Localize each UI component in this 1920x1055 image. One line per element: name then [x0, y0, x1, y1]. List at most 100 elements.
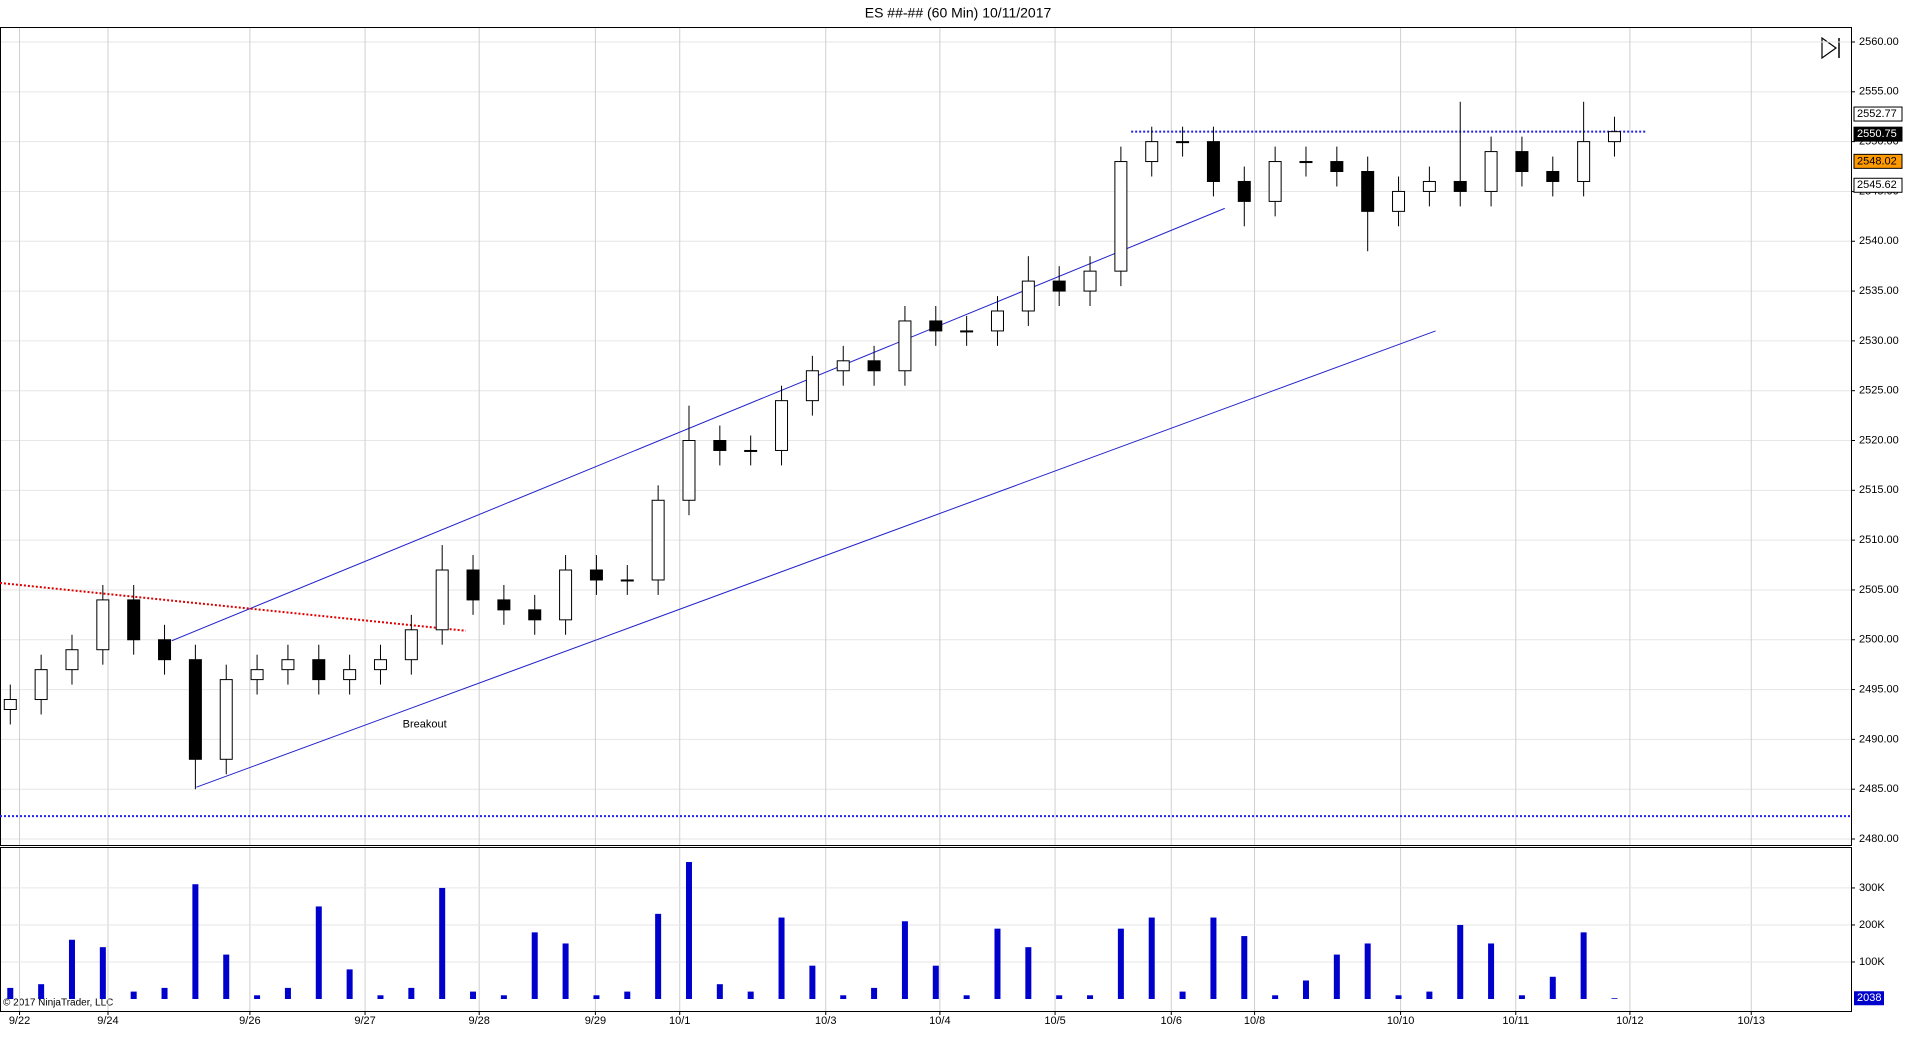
- candle-body: [990, 310, 1004, 332]
- candle-body: [836, 360, 850, 372]
- volume-bar: [284, 987, 291, 999]
- volume-bar: [38, 984, 45, 999]
- play-icon[interactable]: [1821, 36, 1838, 60]
- volume-marker-label: 2038: [1857, 992, 1881, 1004]
- volume-bar: [1148, 917, 1155, 999]
- x-tick-label: 9/24: [97, 1015, 118, 1027]
- volume-bar: [1210, 917, 1217, 999]
- volume-bar: [408, 987, 415, 999]
- candle-body: [34, 669, 48, 701]
- price-marker: [1853, 177, 1903, 193]
- volume-bar: [1580, 932, 1587, 999]
- volume-bar: [1457, 924, 1464, 999]
- volume-bar: [470, 991, 477, 999]
- x-tick-label: 10/11: [1502, 1015, 1529, 1027]
- volume-bar: [840, 995, 847, 999]
- x-tick-label: 9/26: [239, 1015, 260, 1027]
- candle-body: [929, 320, 943, 332]
- candle-body: [1546, 171, 1560, 182]
- y-tick-label: 2495.00: [1859, 683, 1899, 695]
- candle-body: [744, 449, 758, 452]
- x-tick-label: 9/22: [9, 1015, 30, 1027]
- trendline: [171, 207, 1225, 642]
- y-tick-label: 2555.00: [1859, 86, 1899, 98]
- candle-body: [1577, 141, 1591, 182]
- x-tick-label: 10/3: [815, 1015, 836, 1027]
- candle-body: [281, 659, 295, 671]
- volume-marker: [1854, 991, 1884, 1006]
- volume-bar: [655, 913, 662, 999]
- y-tick-label: 2535.00: [1859, 285, 1899, 297]
- y-tick-label: 2505.00: [1859, 584, 1899, 596]
- x-tick-label: 9/29: [585, 1015, 606, 1027]
- volume-bar: [685, 862, 692, 999]
- candle-body: [312, 659, 326, 681]
- candle-body: [1453, 180, 1467, 192]
- candle-body: [1268, 161, 1282, 202]
- volume-bar: [531, 932, 538, 999]
- candle-body: [805, 370, 819, 402]
- volume-bar: [99, 947, 106, 999]
- x-tick-label: 10/1: [669, 1015, 690, 1027]
- price-marker-label: 2552.77: [1857, 108, 1897, 120]
- volume-bar: [1364, 943, 1371, 999]
- volume-bar: [68, 939, 75, 999]
- candle-body: [589, 569, 603, 581]
- candle-body: [960, 330, 974, 333]
- volume-bar: [1272, 995, 1279, 999]
- y-tick-label: 2520.00: [1859, 434, 1899, 446]
- candle-body: [1145, 141, 1159, 163]
- candle-body: [188, 659, 202, 760]
- annotation: Breakout: [403, 718, 447, 730]
- volume-bar: [377, 995, 384, 999]
- price-marker-label: 2550.75: [1857, 128, 1897, 140]
- candle-body: [713, 440, 727, 451]
- x-tick-label: 9/27: [354, 1015, 375, 1027]
- volume-bar: [1087, 995, 1094, 999]
- y-tick-label: 2510.00: [1859, 534, 1899, 546]
- volume-bar: [1117, 928, 1124, 999]
- price-marker: [1853, 126, 1903, 142]
- candle-body: [65, 649, 79, 671]
- trendline: [196, 330, 1436, 788]
- candle-body: [1361, 171, 1375, 212]
- candle-body: [1083, 270, 1097, 292]
- candle-body: [1114, 161, 1128, 272]
- candle-body: [1021, 280, 1035, 312]
- y-tick-label: 2490.00: [1859, 733, 1899, 745]
- volume-bar: [716, 984, 723, 999]
- candle-body: [127, 599, 141, 641]
- y-tick-label: 100K: [1859, 956, 1885, 968]
- volume-bar: [1241, 936, 1248, 999]
- candle-body: [343, 669, 357, 681]
- candle-body: [1484, 151, 1498, 192]
- volume-bar: [1302, 980, 1309, 999]
- y-tick-label: 2530.00: [1859, 335, 1899, 347]
- volume-bar: [161, 987, 168, 999]
- price-marker-label: 2545.62: [1857, 179, 1897, 191]
- price-marker-label: 2548.02: [1857, 155, 1897, 167]
- volume-bar: [1549, 976, 1556, 999]
- y-tick-label: 300K: [1859, 882, 1885, 894]
- volume-bar: [192, 884, 199, 999]
- price-marker: [1853, 106, 1903, 122]
- candle-body: [1607, 131, 1621, 143]
- y-tick-label: 2560.00: [1859, 36, 1899, 48]
- go-live-button[interactable]: [1821, 36, 1840, 60]
- volume-bar: [562, 943, 569, 999]
- candle-body: [528, 609, 542, 621]
- candle-body: [775, 400, 789, 451]
- candle-body: [1392, 190, 1406, 212]
- volume-bar: [1518, 995, 1525, 999]
- y-tick-label: 200K: [1859, 919, 1885, 931]
- x-tick-label: 10/12: [1616, 1015, 1644, 1027]
- x-tick-label: 10/6: [1161, 1015, 1182, 1027]
- volume-bar: [593, 995, 600, 999]
- candle-body: [435, 569, 449, 631]
- candle-body: [1206, 141, 1220, 182]
- candle-body: [682, 440, 696, 501]
- x-tick-label: 10/10: [1387, 1015, 1415, 1027]
- volume-bar: [1333, 954, 1340, 999]
